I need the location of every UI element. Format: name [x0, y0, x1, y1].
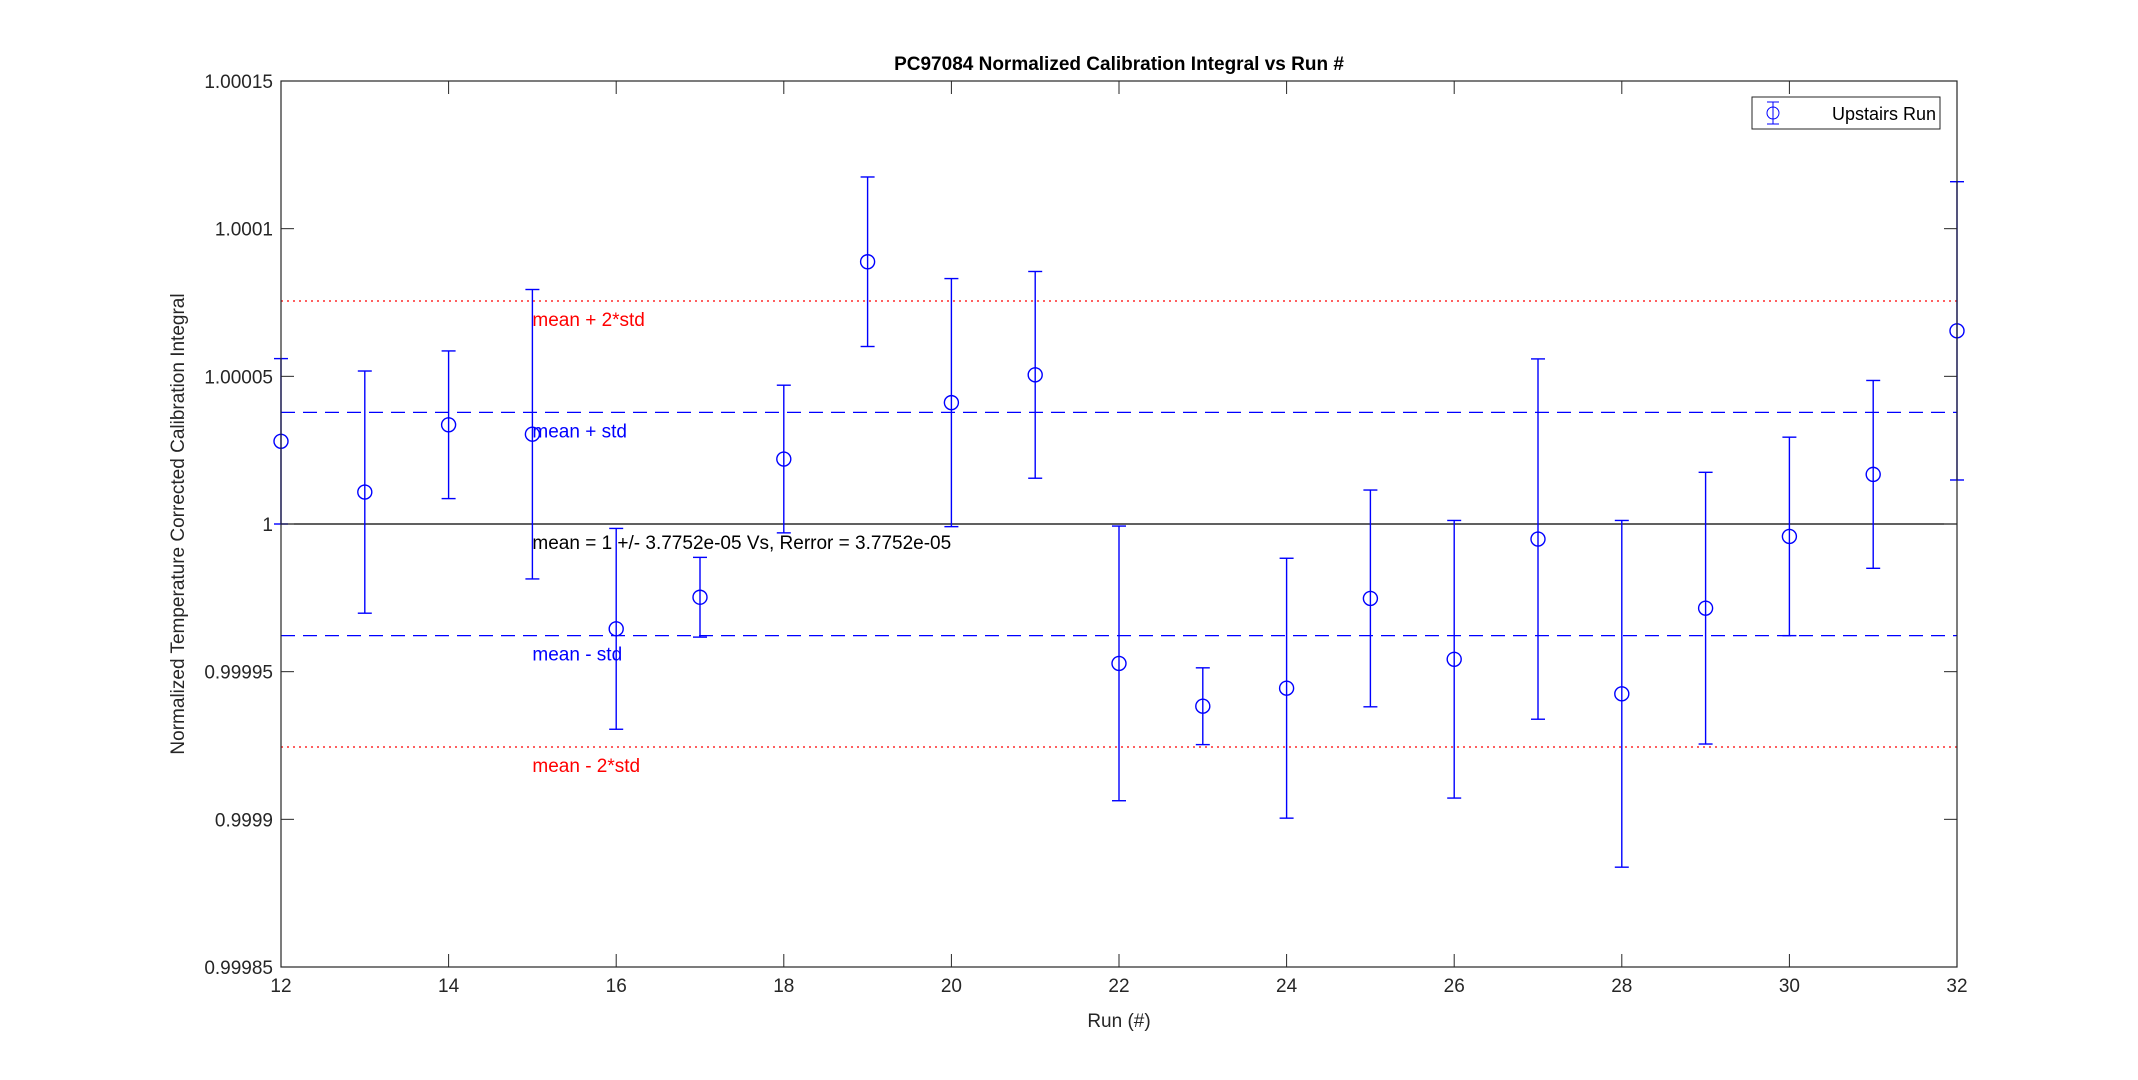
- x-tick-label: 22: [1108, 976, 1129, 997]
- y-tick-label: 0.99985: [204, 958, 273, 979]
- data-point: [943, 277, 960, 528]
- x-axis-label: Run (#): [1087, 1011, 1150, 1032]
- x-tick-label: 12: [270, 976, 291, 997]
- y-tick-label: 1.00015: [204, 72, 273, 93]
- data-point: [776, 384, 792, 534]
- x-tick-label: 18: [773, 976, 794, 997]
- data-marker: [524, 426, 541, 442]
- data-marker: [776, 451, 792, 467]
- y-tick-label: 1.00005: [204, 367, 273, 388]
- reference-lines: mean + 2*std mean + std mean = 1 +/- 3.775…: [281, 300, 1957, 777]
- data-point: [1111, 525, 1127, 802]
- data-marker: [357, 484, 373, 500]
- series-upstairs-run: [273, 176, 1965, 868]
- legend-box: [1751, 96, 1941, 130]
- x-tick-label: 24: [1276, 976, 1298, 997]
- data-marker: [1111, 655, 1127, 672]
- y-tick-label: 1: [262, 515, 273, 536]
- reference-line-label: mean - std: [532, 645, 622, 666]
- data-marker: [1446, 651, 1462, 667]
- x-tick-label: 26: [1444, 976, 1465, 997]
- data-marker: [943, 394, 960, 411]
- y-tick-label: 0.9999: [215, 810, 273, 831]
- data-marker: [1530, 531, 1546, 547]
- data-point: [1446, 519, 1462, 799]
- data-point: [1530, 358, 1546, 720]
- y-tick-label: 0.99995: [204, 663, 273, 684]
- reference-line-label: mean - 2*std: [532, 756, 640, 777]
- data-point: [1614, 519, 1630, 868]
- data-point: [1027, 270, 1043, 479]
- data-marker: [1781, 528, 1798, 545]
- x-tick-label: 20: [941, 976, 962, 997]
- data-marker: [1195, 698, 1211, 714]
- legend: Upstairs Run: [1751, 96, 1941, 130]
- data-marker: [1697, 600, 1714, 616]
- data-marker: [440, 417, 457, 433]
- data-marker: [608, 621, 624, 637]
- legend-marker-icon: [1766, 101, 1780, 125]
- y-tick-label: 1.0001: [215, 220, 273, 241]
- x-tick-label: 30: [1779, 976, 1800, 997]
- data-point: [1781, 436, 1798, 637]
- data-point: [608, 527, 624, 730]
- legend-label: Upstairs Run: [1832, 104, 1936, 124]
- data-marker: [1614, 686, 1630, 702]
- reference-line-label: mean + std: [532, 421, 627, 442]
- x-tick-label: 28: [1611, 976, 1632, 997]
- reference-line-label: mean = 1 +/- 3.7752e-05 Vs, Rerror = 3.7…: [532, 533, 951, 554]
- data-marker: [1362, 590, 1379, 607]
- data-marker: [1278, 680, 1295, 696]
- data-point: [1865, 379, 1881, 569]
- y-axis-label: Normalized Temperature Corrected Calibra…: [168, 293, 189, 754]
- x-tick-label: 16: [606, 976, 627, 997]
- data-point: [859, 176, 876, 348]
- data-point: [1195, 667, 1211, 746]
- data-point: [692, 556, 708, 638]
- reference-line-label: mean + 2*std: [532, 310, 645, 331]
- data-marker: [859, 254, 876, 270]
- data-point: [1362, 489, 1379, 708]
- x-tick-label: 32: [1946, 976, 1967, 997]
- data-point: [1278, 557, 1295, 819]
- data-point: [1697, 471, 1714, 745]
- data-marker: [1865, 466, 1881, 483]
- data-point: [440, 350, 457, 500]
- data-point: [357, 370, 373, 614]
- data-point: [524, 288, 541, 580]
- chart-title: PC97084 Normalized Calibration Integral …: [894, 54, 1344, 75]
- x-tick-label: 14: [438, 976, 460, 997]
- axes: 12 14 16 18 20 22 24 26 28 30 32 0.99985 0.9999 0.999…: [204, 72, 1967, 997]
- data-marker: [1027, 367, 1043, 383]
- data-marker: [692, 589, 708, 605]
